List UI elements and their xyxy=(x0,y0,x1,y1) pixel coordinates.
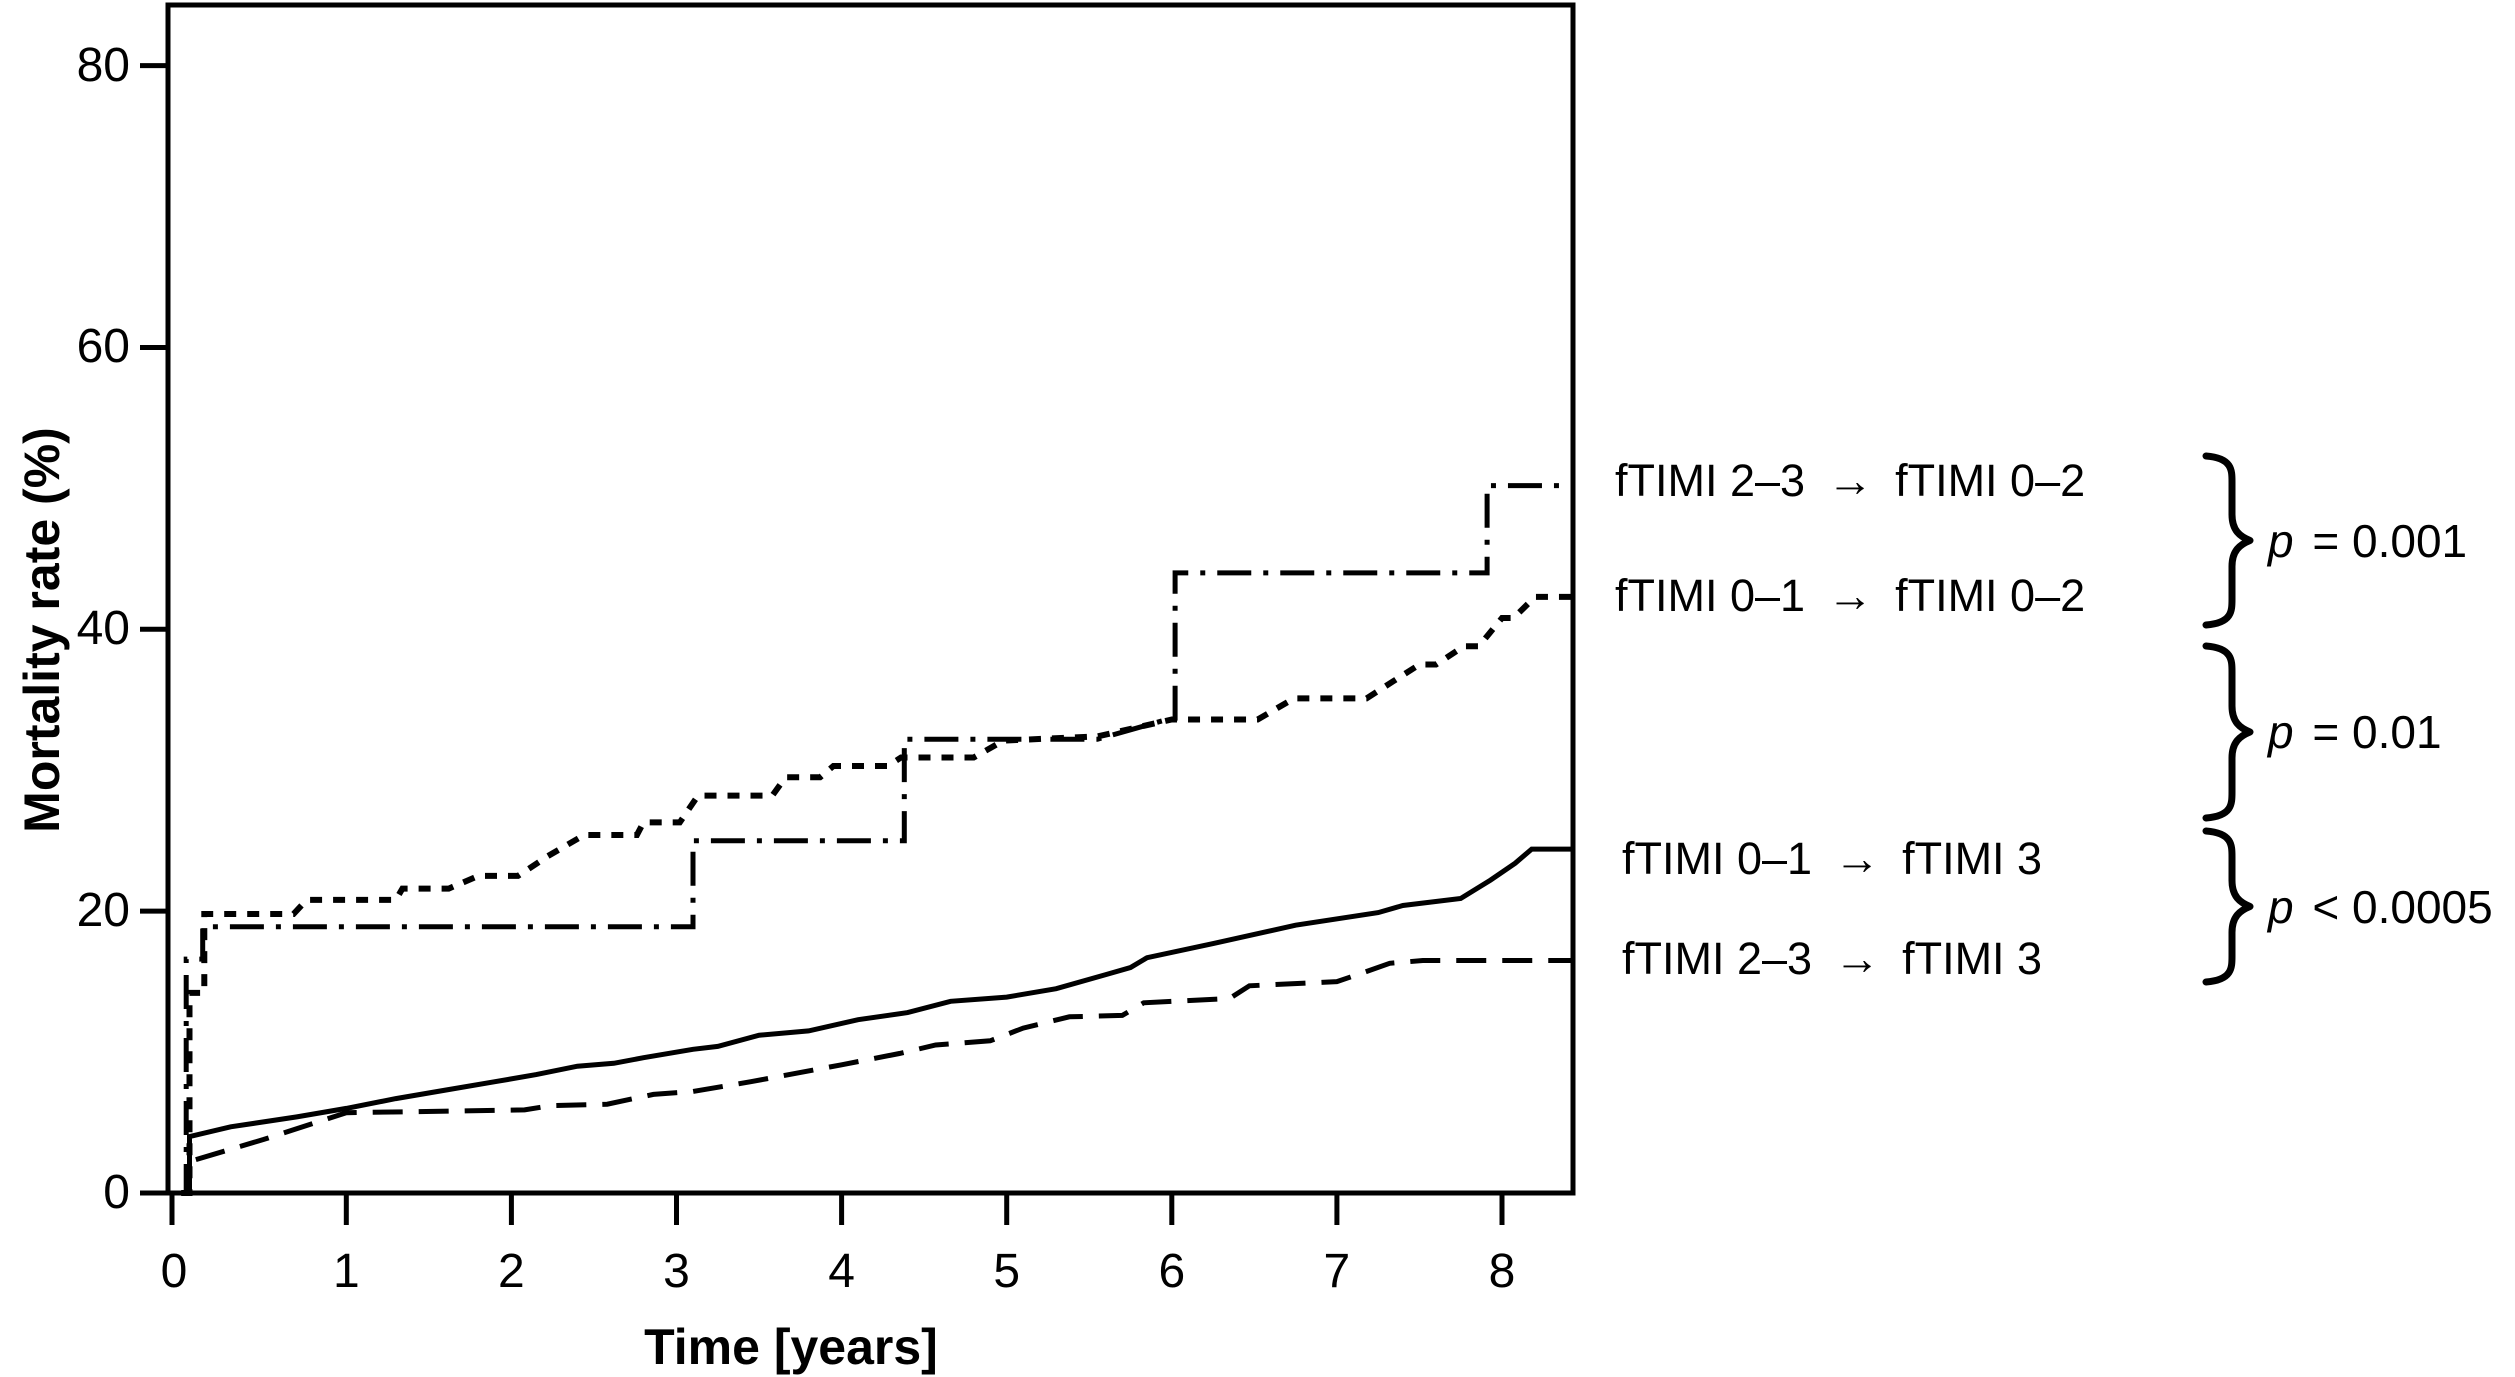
p-value: 0.0005 xyxy=(2352,880,2493,933)
x-tick-label: 5 xyxy=(993,1245,1021,1298)
y-tick-label: 60 xyxy=(76,320,130,374)
p-relation: = xyxy=(2299,706,2353,758)
right-arrow-icon: → xyxy=(1834,832,1881,884)
x-tick-label: 6 xyxy=(1158,1245,1186,1298)
p-relation: = xyxy=(2299,514,2353,567)
group-brace xyxy=(2202,642,2254,822)
right-arrow-icon: → xyxy=(1827,454,1874,506)
x-tick-label: 0 xyxy=(160,1245,188,1298)
legend-group-from: fTIMI 2–3 xyxy=(1622,933,1813,984)
legend-row: fTIMI 0–1 → fTIMI 0–2 xyxy=(1615,572,2085,618)
series-dashed-curve xyxy=(181,958,1573,1196)
x-tick-label: 7 xyxy=(1323,1245,1351,1298)
x-tick-label: 2 xyxy=(498,1245,525,1298)
plot-frame xyxy=(165,2,1576,1196)
legend-row: fTIMI 2–3 → fTIMI 0–2 xyxy=(1615,457,2085,503)
legend-row: fTIMI 0–1 → fTIMI 3 xyxy=(1622,835,2042,881)
legend-group-from: fTIMI 0–1 xyxy=(1622,833,1813,884)
p-value-label: p = 0.01 xyxy=(2268,709,2442,755)
group-brace xyxy=(2202,452,2254,629)
group-brace xyxy=(2202,827,2254,986)
series-dashdot-curve xyxy=(181,483,1573,1196)
y-tick-label: 80 xyxy=(76,38,130,92)
legend-group-to: fTIMI 3 xyxy=(1902,933,2043,984)
legend-row: fTIMI 2–3 → fTIMI 3 xyxy=(1622,935,2042,981)
legend-group-to: fTIMI 3 xyxy=(1902,833,2043,884)
p-symbol: p xyxy=(2268,706,2294,758)
legend-group-from: fTIMI 2–3 xyxy=(1615,455,1806,506)
p-symbol: p xyxy=(2268,880,2294,933)
legend-group-to: fTIMI 0–2 xyxy=(1895,570,2086,621)
p-value: 0.01 xyxy=(2352,706,2442,758)
p-value-label: p = 0.001 xyxy=(2268,518,2467,564)
x-tick-label: 1 xyxy=(332,1245,360,1298)
right-arrow-icon: → xyxy=(1827,569,1874,621)
y-axis-title: Mortality rate (%) xyxy=(14,427,70,833)
y-tick-label: 0 xyxy=(103,1166,130,1219)
x-tick-label: 8 xyxy=(1488,1245,1516,1298)
y-tick-label: 40 xyxy=(76,602,130,656)
x-tick-label: 4 xyxy=(828,1245,855,1298)
x-tick-label: 3 xyxy=(663,1245,690,1298)
x-axis-title: Time [years] xyxy=(644,1319,938,1375)
right-arrow-icon: → xyxy=(1834,932,1881,984)
legend-group-from: fTIMI 0–1 xyxy=(1615,570,1806,621)
p-value: 0.001 xyxy=(2352,514,2468,567)
series-dotted-curve xyxy=(181,593,1573,1196)
p-relation: < xyxy=(2299,880,2353,933)
series-solid-curve xyxy=(181,846,1573,1196)
y-tick-label: 20 xyxy=(76,884,130,938)
legend-group-to: fTIMI 0–2 xyxy=(1895,455,2086,506)
p-symbol: p xyxy=(2268,514,2294,567)
p-value-label: p < 0.0005 xyxy=(2268,884,2493,930)
